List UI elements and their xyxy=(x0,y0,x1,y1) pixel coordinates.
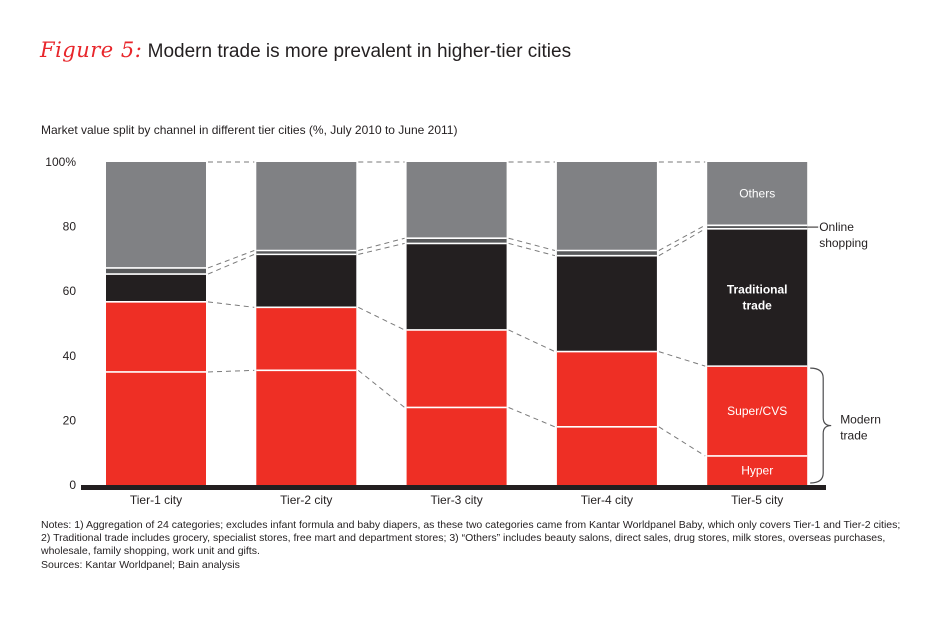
bar-segment-super-cvs xyxy=(256,307,357,371)
sources-line: Sources: Kantar Worldpanel; Bain analysi… xyxy=(41,558,240,571)
bar-segment-hyper xyxy=(556,426,657,485)
connector-line xyxy=(207,250,255,269)
x-tick-label: Tier-1 city xyxy=(130,493,182,507)
connector-line xyxy=(207,301,255,308)
bar-segment-others xyxy=(406,162,507,239)
segment-label-super-cvs: Super/CVS xyxy=(727,404,787,418)
connector-line xyxy=(508,242,556,257)
x-tick-label: Tier-5 city xyxy=(731,493,783,507)
figure-title: Figure 5: Modern trade is more prevalent… xyxy=(40,38,571,63)
bar-segment-hyper xyxy=(707,455,808,485)
bar-segment-others xyxy=(556,162,657,251)
bar-segment-traditional-trade xyxy=(707,228,808,367)
bar-segment-online-shopping xyxy=(707,225,808,229)
bar-segment-others xyxy=(707,162,808,226)
bar-segment-online-shopping xyxy=(106,267,206,275)
connector-line xyxy=(357,369,405,408)
y-tick-label: 100% xyxy=(45,155,76,169)
connector-line xyxy=(358,237,405,251)
x-tick-label: Tier-4 city xyxy=(581,493,633,507)
bar-segment-online-shopping xyxy=(406,238,507,244)
bar-segment-super-cvs xyxy=(556,351,657,427)
y-tick-label: 0 xyxy=(69,478,76,492)
segment-label-traditional: Traditional xyxy=(727,282,788,296)
annotation-online-shopping: shopping xyxy=(819,236,868,250)
annotation-modern-trade: trade xyxy=(840,429,868,443)
bar-segment-online-shopping xyxy=(556,250,657,256)
note-line: 2) Traditional trade includes grocery, s… xyxy=(41,532,886,545)
annotation-modern-trade: Modern xyxy=(840,413,881,427)
y-tick-label: 40 xyxy=(63,349,77,363)
connector-line xyxy=(658,426,706,457)
segment-label-traditional: trade xyxy=(743,298,773,312)
bar-segment-hyper xyxy=(406,407,507,485)
x-tick-label: Tier-2 city xyxy=(280,493,332,507)
modern-trade-brace xyxy=(810,367,832,484)
bar-segment-super-cvs xyxy=(707,366,808,456)
connector-line xyxy=(207,253,255,275)
note-line: Notes: 1) Aggregation of 24 categories; … xyxy=(41,519,901,531)
bar-segment-traditional-trade xyxy=(556,255,657,352)
notes-block: Notes: 1) Aggregation of 24 categories; … xyxy=(41,519,941,572)
chart-title: Market value split by channel in differe… xyxy=(41,123,458,137)
connector-line xyxy=(658,224,706,251)
y-tick-label: 60 xyxy=(63,284,77,298)
x-tick-label: Tier-3 city xyxy=(430,493,482,507)
bar-segment-others xyxy=(256,162,357,251)
connector-line xyxy=(508,329,556,353)
y-tick-label: 20 xyxy=(63,413,77,427)
bar-segment-super-cvs xyxy=(106,301,206,372)
connector-line xyxy=(358,306,405,331)
figure-number: Figure 5: xyxy=(40,38,143,62)
bar-segment-super-cvs xyxy=(406,329,507,408)
segment-label-hyper: Hyper xyxy=(741,463,773,477)
connector-line xyxy=(358,242,405,255)
x-axis-baseline xyxy=(81,485,826,490)
connector-line xyxy=(508,237,556,251)
bar-segment-traditional-trade xyxy=(256,254,357,308)
connector-line xyxy=(658,228,706,257)
bar-segment-traditional-trade xyxy=(406,243,507,330)
bar-segment-others xyxy=(106,162,206,268)
connector-line xyxy=(508,407,556,428)
bar-segment-traditional-trade xyxy=(106,274,206,302)
annotation-online-shopping: Online xyxy=(819,220,854,234)
connector-line xyxy=(658,351,706,367)
bar-segment-online-shopping xyxy=(256,250,357,255)
bar-segment-hyper xyxy=(106,371,206,485)
bar-segment-hyper xyxy=(256,370,357,485)
y-tick-label: 80 xyxy=(63,220,77,234)
segment-label-others: Others xyxy=(739,187,775,201)
figure-headline: Modern trade is more prevalent in higher… xyxy=(147,41,572,62)
note-line: wholesale, family shopping, work unit an… xyxy=(41,545,260,558)
connector-line xyxy=(207,369,255,373)
